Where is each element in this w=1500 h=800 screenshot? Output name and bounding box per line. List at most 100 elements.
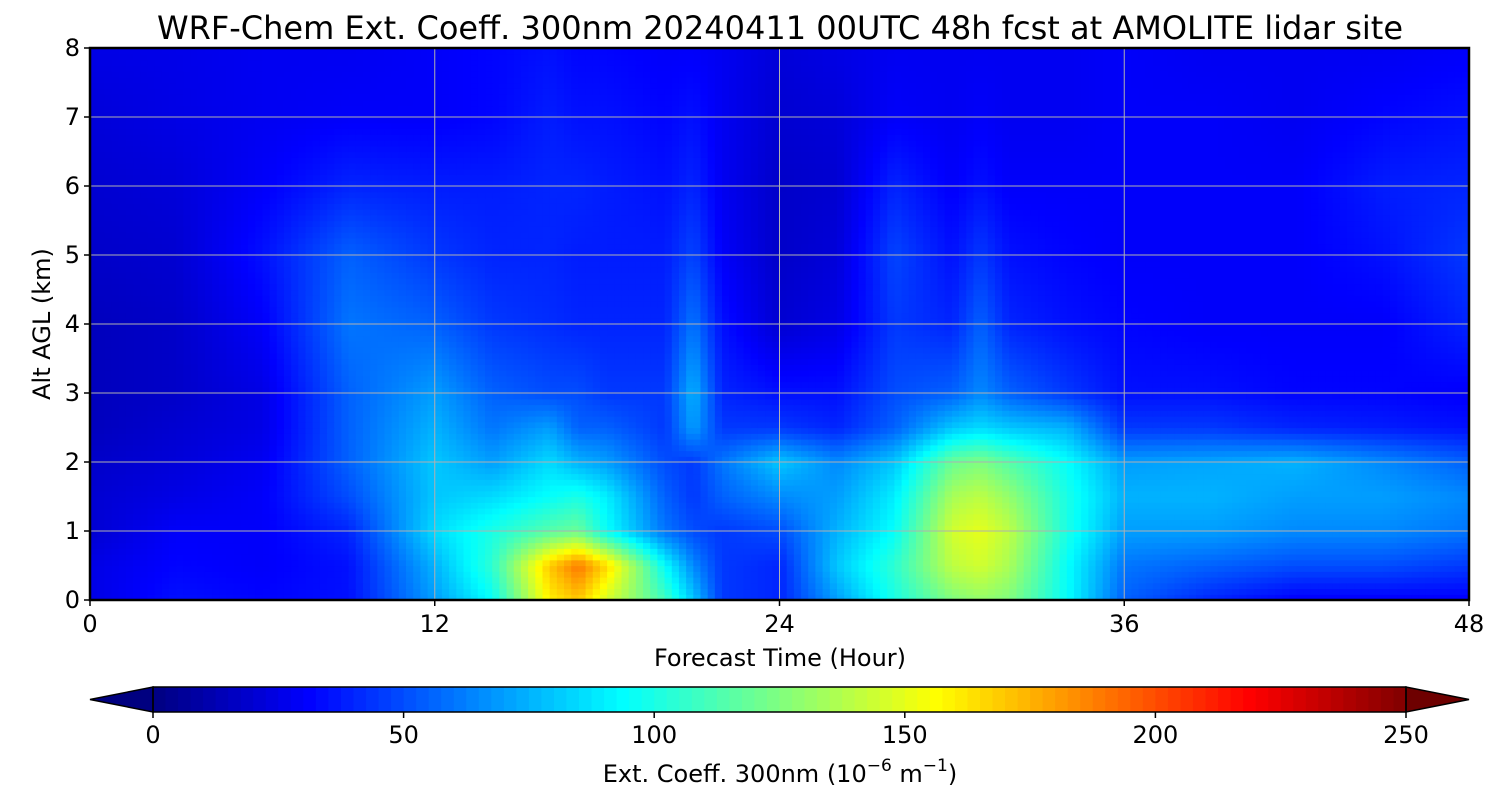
heatmap-cell — [1002, 450, 1010, 457]
heatmap-cell — [1138, 467, 1147, 475]
heatmap-cell — [1203, 473, 1212, 480]
heatmap-cell — [111, 502, 120, 509]
heatmap-cell — [1361, 542, 1370, 549]
heatmap-cell — [887, 548, 896, 555]
heatmap-cell — [204, 571, 213, 578]
heatmap-cell — [765, 577, 773, 584]
heatmap-cell — [1152, 542, 1161, 549]
heatmap-cell — [1325, 479, 1334, 486]
heatmap-cell — [291, 565, 299, 572]
heatmap-cell — [226, 490, 235, 498]
heatmap-cell — [506, 594, 515, 601]
heatmap-cell — [757, 473, 766, 480]
heatmap-cell — [808, 496, 817, 503]
heatmap-cell — [140, 467, 149, 475]
heatmap-cell — [1346, 525, 1355, 532]
heatmap-cell — [736, 519, 745, 526]
heatmap-cell — [815, 479, 824, 486]
heatmap-cell — [384, 462, 393, 469]
heatmap-cell — [592, 594, 601, 601]
heatmap-cell — [1009, 554, 1018, 561]
heatmap-cell — [1461, 479, 1470, 486]
heatmap-cell — [341, 456, 350, 463]
heatmap-cell — [434, 565, 443, 572]
heatmap-cell — [1009, 496, 1018, 503]
heatmap-cell — [714, 456, 723, 463]
heatmap-cell — [772, 554, 781, 561]
heatmap-cell — [994, 571, 1003, 578]
heatmap-cell — [1303, 588, 1312, 595]
heatmap-cell — [578, 594, 587, 601]
heatmap-cell — [169, 588, 177, 595]
heatmap-cell — [319, 536, 328, 544]
heatmap-cell — [542, 531, 551, 538]
heatmap-cell — [535, 479, 544, 486]
heatmap-cell — [90, 594, 98, 601]
heatmap-cell — [980, 536, 989, 544]
heatmap-cell — [1224, 513, 1233, 521]
heatmap-cell — [384, 485, 393, 492]
heatmap-cell — [1447, 577, 1456, 584]
heatmap-cell — [233, 502, 242, 509]
heatmap-cell — [1145, 496, 1154, 503]
heatmap-cell — [908, 513, 917, 521]
heatmap-cell — [1181, 571, 1190, 578]
heatmap-cell — [190, 479, 199, 486]
heatmap-cell — [1210, 513, 1219, 521]
heatmap-cell — [111, 508, 120, 515]
heatmap-cell — [97, 490, 105, 498]
heatmap-cell — [1289, 519, 1298, 526]
heatmap-cell — [1303, 513, 1312, 521]
heatmap-cell — [578, 577, 587, 584]
heatmap-cell — [420, 467, 429, 475]
heatmap-cell — [865, 531, 874, 538]
heatmap-cell — [1447, 490, 1456, 498]
heatmap-cell — [1224, 450, 1233, 457]
heatmap-cell — [599, 456, 608, 463]
heatmap-cell — [147, 490, 156, 498]
heatmap-cell — [801, 594, 809, 601]
heatmap-cell — [420, 571, 429, 578]
heatmap-cell — [370, 525, 378, 532]
heatmap-cell — [140, 473, 149, 480]
heatmap-cell — [793, 577, 802, 584]
heatmap-cell — [994, 531, 1003, 538]
heatmap-cell — [362, 577, 371, 584]
heatmap-cell — [197, 513, 206, 521]
heatmap-cell — [686, 450, 694, 457]
heatmap-cell — [456, 485, 465, 492]
heatmap-cell — [1073, 519, 1082, 526]
heatmap-cell — [298, 536, 307, 544]
heatmap-cell — [1095, 467, 1104, 475]
heatmap-cell — [1282, 513, 1291, 521]
heatmap-cell — [240, 594, 249, 601]
heatmap-cell — [1418, 467, 1427, 475]
heatmap-cell — [1368, 485, 1377, 492]
heatmap-cell — [1167, 525, 1176, 532]
heatmap-cell — [678, 462, 687, 469]
heatmap-cell — [1246, 559, 1255, 567]
heatmap-cell — [1231, 548, 1240, 555]
heatmap-cell — [370, 536, 378, 544]
heatmap-cell — [1433, 485, 1441, 492]
heatmap-cell — [607, 462, 615, 469]
heatmap-cell — [923, 542, 931, 549]
heatmap-cell — [750, 467, 759, 475]
heatmap-cell — [614, 588, 623, 595]
heatmap-cell — [1253, 519, 1262, 526]
heatmap-cell — [542, 485, 551, 492]
heatmap-cell — [269, 525, 278, 532]
heatmap-cell — [1454, 542, 1463, 549]
heatmap-cell — [765, 571, 773, 578]
heatmap-cell — [844, 473, 852, 480]
heatmap-cell — [585, 485, 594, 492]
heatmap-cell — [1275, 531, 1283, 538]
heatmap-cell — [370, 456, 378, 463]
heatmap-cell — [801, 508, 809, 515]
heatmap-cell — [262, 554, 271, 561]
heatmap-cell — [786, 467, 795, 475]
heatmap-cell — [994, 450, 1003, 457]
heatmap-cell — [391, 462, 400, 469]
heatmap-cell — [571, 490, 579, 498]
heatmap-cell — [894, 513, 903, 521]
